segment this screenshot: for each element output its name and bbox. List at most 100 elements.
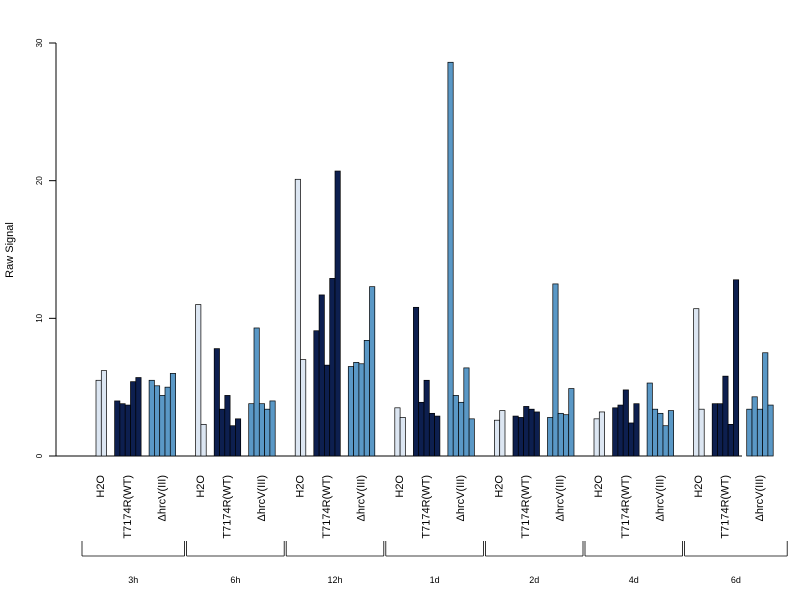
- category-label: H2O: [593, 475, 605, 498]
- bar: [767, 404, 774, 457]
- bar: [135, 377, 142, 457]
- y-tick-label: 20: [35, 176, 44, 185]
- bar: [324, 364, 331, 457]
- bar: [124, 404, 131, 457]
- bar: [358, 363, 365, 457]
- bar: [733, 279, 740, 457]
- bar: [253, 327, 260, 457]
- bar: [633, 403, 640, 457]
- bar: [258, 403, 265, 457]
- bar: [458, 401, 465, 457]
- bar: [229, 425, 236, 457]
- category-label: H2O: [294, 475, 306, 498]
- bar: [568, 388, 575, 457]
- bar: [762, 352, 769, 457]
- bar: [657, 412, 664, 457]
- category-label: H2O: [494, 475, 506, 498]
- bar: [746, 408, 753, 457]
- bar: [300, 359, 307, 457]
- bar: [200, 423, 207, 457]
- bar: [418, 401, 425, 457]
- bar: [652, 408, 659, 457]
- bar: [159, 395, 166, 457]
- category-label: ΔhrcV(III): [555, 475, 567, 521]
- bar: [334, 170, 341, 457]
- bar: [434, 415, 441, 457]
- bar: [533, 411, 540, 457]
- category-label: T7174R(WT): [321, 475, 333, 539]
- category-label: T7174R(WT): [620, 475, 632, 539]
- bar: [195, 304, 202, 457]
- bar: [399, 417, 406, 457]
- bar: [523, 406, 530, 457]
- y-axis: 0 10 20 30: [35, 38, 57, 458]
- bar: [598, 411, 605, 457]
- bar: [693, 308, 700, 457]
- bar: [517, 417, 524, 457]
- bar: [428, 412, 435, 457]
- category-label: ΔhrcV(III): [156, 475, 168, 521]
- bar: [711, 403, 718, 457]
- bar: [294, 178, 301, 457]
- bar: [563, 414, 570, 457]
- category-label: ΔhrcV(III): [654, 475, 666, 521]
- category-label: T7174R(WT): [719, 475, 731, 539]
- bar: [264, 408, 271, 457]
- category-label: H2O: [394, 475, 406, 498]
- bar: [667, 410, 674, 457]
- bar: [722, 375, 729, 457]
- group-label: 4d: [629, 575, 639, 585]
- bar: [662, 425, 669, 457]
- category-label: H2O: [195, 475, 207, 498]
- bar: [727, 423, 734, 457]
- group-label: 12h: [327, 575, 342, 585]
- bar: [468, 418, 475, 457]
- bar: [499, 410, 506, 457]
- bar: [224, 395, 231, 457]
- bar: [394, 407, 401, 457]
- category-label: ΔhrcV(III): [754, 475, 766, 521]
- category-label: ΔhrcV(III): [256, 475, 268, 521]
- y-tick-label: 30: [35, 38, 44, 47]
- y-tick-label: 10: [35, 313, 44, 322]
- bar: [130, 381, 137, 457]
- bar: [154, 385, 161, 457]
- category-label: T7174R(WT): [122, 475, 134, 539]
- bar: [114, 400, 121, 457]
- bar: [219, 408, 226, 457]
- bar: [557, 412, 564, 457]
- category-label: ΔhrcV(III): [455, 475, 467, 521]
- bar: [452, 395, 459, 457]
- y-tick-label: 0: [35, 453, 44, 458]
- bar: [751, 396, 758, 457]
- bar: [164, 386, 171, 457]
- bar: [717, 403, 724, 457]
- category-label: T7174R(WT): [221, 475, 233, 539]
- bar: [612, 407, 619, 457]
- category-label: T7174R(WT): [520, 475, 532, 539]
- bar: [269, 400, 276, 457]
- bar: [547, 417, 554, 457]
- bar: [413, 306, 420, 457]
- bar: [119, 403, 126, 457]
- bar: [512, 415, 519, 457]
- bar: [628, 422, 635, 457]
- bar: [95, 379, 102, 457]
- bar: [318, 294, 325, 457]
- bar: [313, 330, 320, 457]
- bar: [646, 382, 653, 457]
- group-label: 6h: [230, 575, 240, 585]
- group-axis: 3h 6h 12h 1d 2d 4d 6d: [81, 541, 788, 585]
- group-label: 6d: [731, 575, 741, 585]
- bar: [463, 367, 470, 457]
- bar: [235, 418, 242, 457]
- category-label: T7174R(WT): [421, 475, 433, 539]
- group-label: 1d: [430, 575, 440, 585]
- bars: [95, 61, 774, 457]
- bar: [698, 408, 705, 457]
- bar: [100, 370, 107, 457]
- y-axis-label: Raw Signal: [4, 222, 16, 278]
- bar: [347, 366, 354, 457]
- bar: [329, 278, 336, 457]
